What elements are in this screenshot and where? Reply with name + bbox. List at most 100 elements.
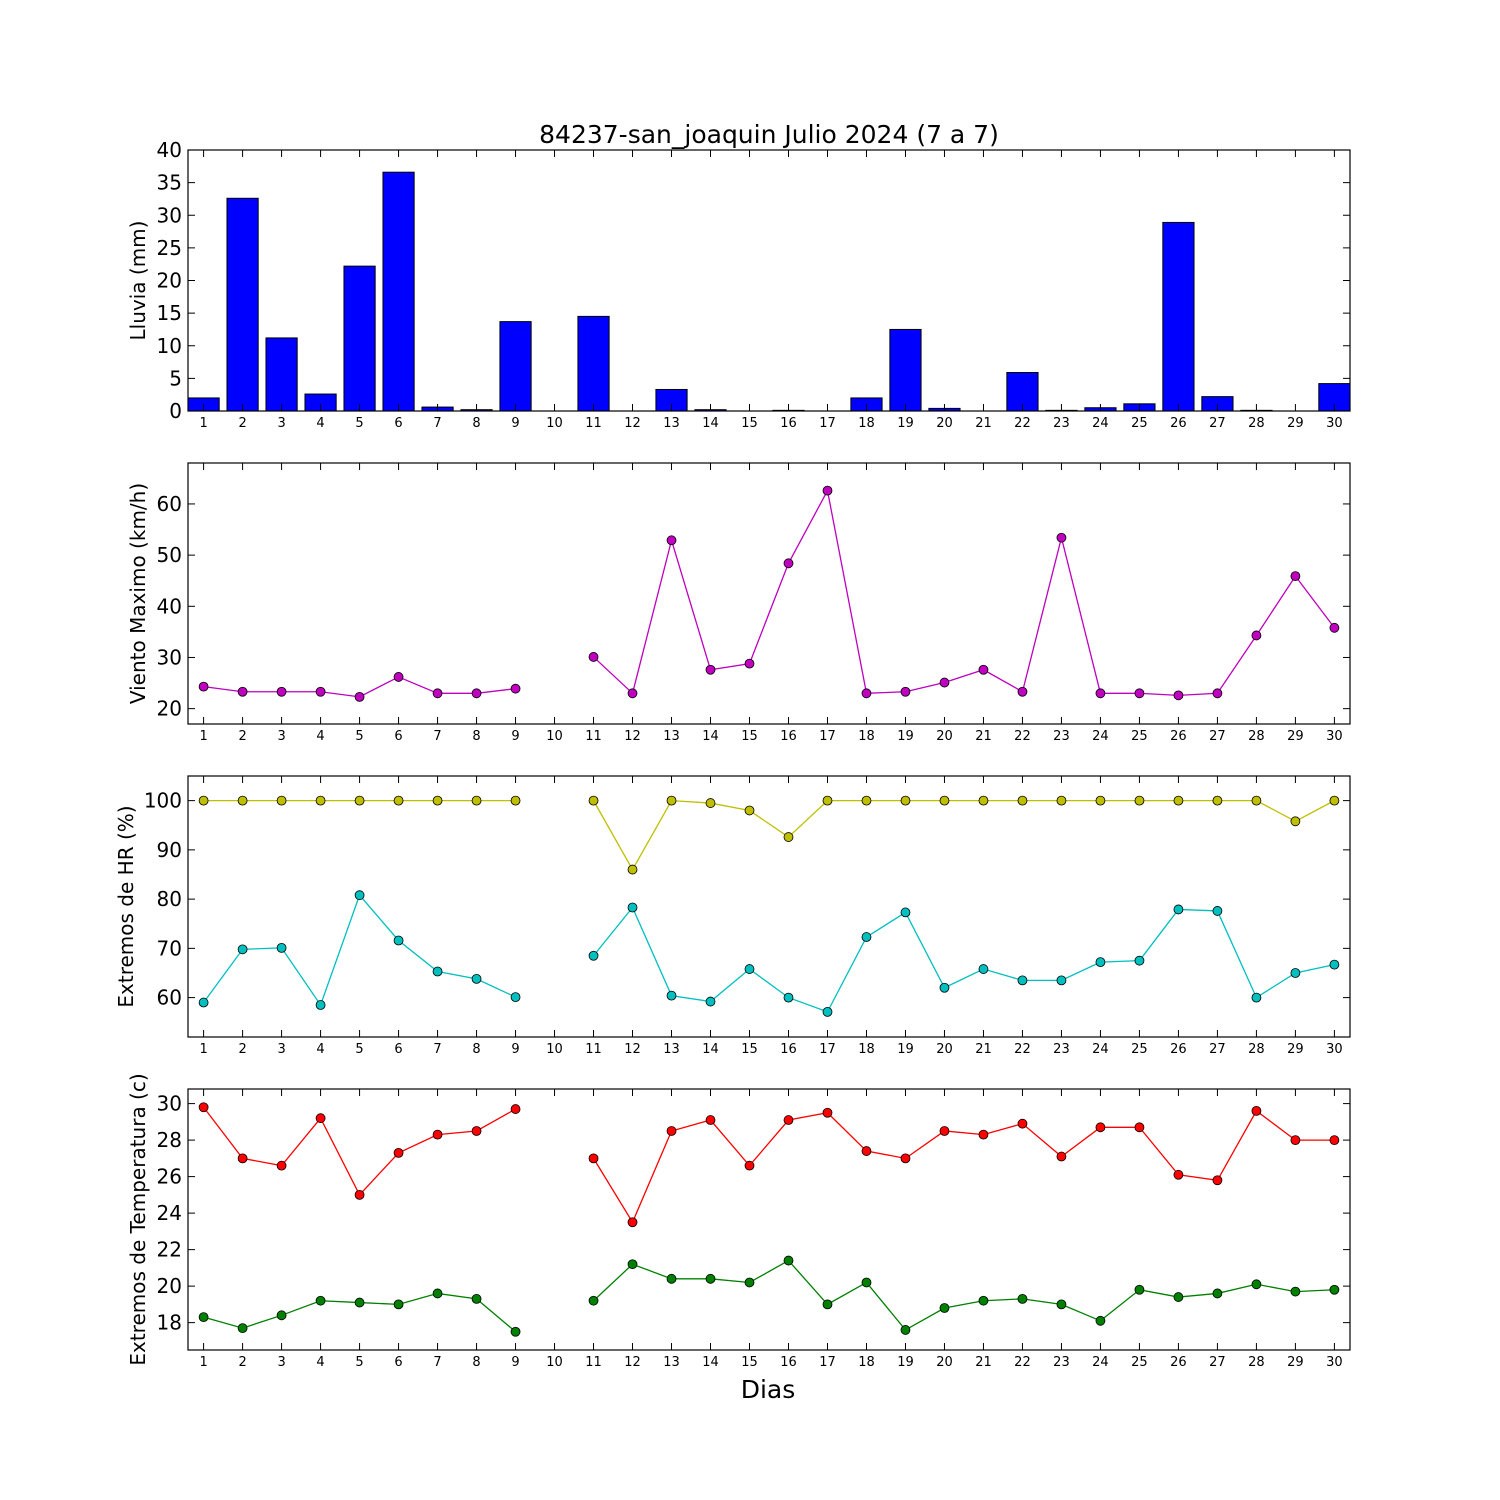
series-1-point-day-9 (510, 1104, 521, 1114)
x-tick-label: 27 (1209, 1042, 1226, 1057)
series-1-point-day-26 (1173, 1169, 1184, 1180)
x-tick-label: 22 (1014, 729, 1031, 744)
x-tick-label: 30 (1326, 416, 1343, 431)
series-1-point-day-25 (1134, 795, 1145, 806)
series-2-point-day-20 (939, 1303, 950, 1313)
chart-title: 84237-san_joaquin Julio 2024 (7 a 7) (539, 120, 999, 149)
y-tick-label: 100 (144, 789, 182, 813)
x-tick-label: 13 (663, 1042, 680, 1057)
x-axis-label: Dias (741, 1375, 796, 1404)
x-tick-label: 24 (1092, 1042, 1109, 1057)
x-tick-label: 18 (858, 416, 875, 431)
series-1-point-day-12 (627, 1217, 638, 1228)
series-1-point-day-7 (432, 795, 443, 806)
series-2-point-day-7 (432, 966, 443, 977)
series-1-point-day-24 (1095, 688, 1106, 699)
x-tick-label: 28 (1248, 1355, 1265, 1370)
x-tick-label: 2 (238, 1355, 246, 1370)
series-1-point-day-11 (588, 652, 599, 662)
x-tick-label: 30 (1326, 1042, 1343, 1057)
x-tick-label: 12 (624, 416, 641, 431)
y-tick-label: 50 (157, 543, 182, 567)
series-1-point-day-24 (1095, 1122, 1106, 1133)
x-tick-label: 27 (1209, 1355, 1226, 1370)
x-tick-label: 8 (472, 729, 480, 744)
series-1-point-day-6 (393, 1147, 404, 1158)
series-1-point-day-18 (861, 795, 872, 806)
x-tick-label: 25 (1131, 1355, 1148, 1370)
series-1-point-day-20 (939, 795, 950, 806)
x-tick-label: 15 (741, 1042, 758, 1057)
x-tick-label: 3 (277, 729, 285, 744)
x-tick-label: 5 (355, 1042, 363, 1057)
panel-frame (187, 775, 1351, 1038)
x-tick-label: 24 (1092, 416, 1109, 431)
series-2-point-day-25 (1134, 955, 1145, 966)
series-2-point-day-13 (666, 990, 677, 1001)
series-2-point-day-30 (1329, 959, 1340, 970)
y-tick-label: 20 (157, 697, 182, 721)
x-tick-label: 1 (199, 1355, 207, 1370)
series-1-point-day-1 (198, 681, 209, 692)
x-tick-label: 21 (975, 729, 992, 744)
y-axis-label: Extremos de HR (%) (114, 805, 138, 1007)
x-tick-label: 23 (1053, 416, 1070, 431)
y-axis-label: Extremos de Temperatura (c) (126, 1073, 150, 1365)
series-1-point-day-8 (471, 688, 482, 699)
x-tick-label: 27 (1209, 729, 1226, 744)
x-tick-label: 5 (355, 729, 363, 744)
x-tick-label: 1 (199, 1042, 207, 1057)
series-2-point-day-14 (705, 996, 716, 1007)
series-2-point-day-27 (1212, 906, 1223, 916)
series-1-point-day-30 (1329, 795, 1340, 806)
series-2-point-day-24 (1095, 957, 1106, 968)
x-tick-label: 28 (1248, 416, 1265, 431)
series-2-point-day-20 (939, 982, 950, 993)
series-1-point-day-5 (354, 1189, 365, 1200)
x-tick-label: 23 (1053, 729, 1070, 744)
x-tick-label: 15 (741, 729, 758, 744)
y-axis-label: Viento Maximo (km/h) (126, 483, 150, 704)
series-1-point-day-22 (1017, 686, 1028, 697)
series-1-point-day-9 (510, 795, 521, 806)
series-1-point-day-6 (393, 672, 404, 682)
series-1-point-day-8 (471, 795, 482, 806)
series-2-point-day-4 (315, 1000, 326, 1010)
x-tick-label: 20 (936, 416, 953, 431)
series-1-point-day-17 (822, 1107, 833, 1118)
series-1-point-day-28 (1251, 795, 1262, 806)
series-1-point-day-13 (666, 795, 677, 806)
series-2-point-day-23 (1056, 1299, 1067, 1310)
x-tick-label: 29 (1287, 1355, 1304, 1370)
series-1-point-day-29 (1290, 571, 1301, 581)
series-1-point-day-20 (939, 1126, 950, 1136)
series-1-point-day-23 (1056, 1151, 1067, 1162)
x-tick-label: 26 (1170, 729, 1187, 744)
series-2-point-day-29 (1290, 1286, 1301, 1297)
x-tick-label: 7 (433, 1042, 441, 1057)
y-tick-label: 30 (157, 1092, 182, 1116)
x-tick-label: 8 (472, 1042, 480, 1057)
y-tick-label: 80 (157, 887, 182, 911)
y-axis-label: Lluvia (mm) (126, 221, 150, 341)
bar-day-6 (382, 171, 415, 412)
series-1-point-day-15 (744, 1160, 755, 1171)
x-tick-label: 4 (316, 729, 324, 744)
panel-frame (187, 1088, 1351, 1351)
x-tick-label: 6 (394, 1355, 402, 1370)
x-tick-label: 11 (585, 729, 602, 744)
series-2-point-day-5 (354, 890, 365, 901)
series-1-point-day-12 (627, 864, 638, 875)
series-1-point-day-2 (237, 795, 248, 806)
series-1-point-day-26 (1173, 795, 1184, 806)
y-tick-label: 40 (157, 594, 182, 618)
bar-day-19 (889, 328, 922, 412)
y-tick-label: 20 (157, 269, 182, 293)
series-2-line (593, 1259, 1335, 1331)
bar-day-11 (577, 315, 610, 412)
x-tick-label: 11 (585, 1355, 602, 1370)
x-tick-label: 1 (199, 416, 207, 431)
